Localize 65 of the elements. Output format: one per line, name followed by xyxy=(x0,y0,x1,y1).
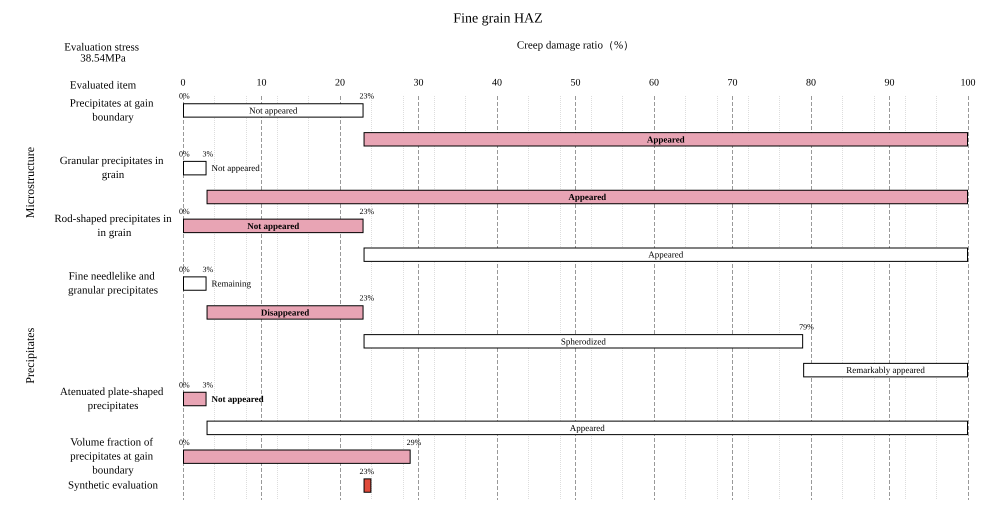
y-tick-label: Volume fraction of precipitates at gain boundary xyxy=(70,436,156,477)
y-axis-title: Evaluated item xyxy=(70,80,137,92)
annotation: 23% xyxy=(360,466,375,476)
data-label: Appeared xyxy=(646,134,685,144)
bar xyxy=(183,160,207,176)
bar xyxy=(803,362,968,378)
data-label: Not appeared xyxy=(212,394,264,404)
data-label: Appeared xyxy=(570,422,606,433)
x-tick-label: 30 xyxy=(414,78,424,88)
bar xyxy=(364,248,968,262)
x-tick-label: 100 xyxy=(960,78,976,88)
x-axis-title: Creep damage ratio（%） xyxy=(516,40,634,52)
data-label: Not appeared xyxy=(212,163,260,174)
y-tick-label: Atenuated plate-shaped precipitates xyxy=(60,386,166,412)
x-tick-label: 60 xyxy=(649,78,659,88)
annotation: 29% xyxy=(406,438,422,447)
bar xyxy=(206,190,968,204)
bar xyxy=(183,103,364,118)
data-label: Appeared xyxy=(568,192,606,202)
annotation: 0% xyxy=(179,264,190,274)
bar xyxy=(183,218,364,234)
annotation: 0% xyxy=(179,92,190,101)
bar xyxy=(183,392,207,406)
annotation: 79% xyxy=(799,322,814,332)
bar xyxy=(183,450,411,464)
text: Precipitates xyxy=(23,327,37,384)
bar xyxy=(206,305,364,320)
x-tick-label: 10 xyxy=(256,78,266,88)
bar xyxy=(183,276,207,291)
annotation: 23% xyxy=(360,294,375,303)
chart-title: Fine grain HAZ xyxy=(453,12,543,26)
data-label: Not appeared xyxy=(247,220,300,231)
y-tick-label: Rod-shaped precipitates in in grain xyxy=(54,212,172,239)
y-tick-label: Granular precipitates in grain xyxy=(60,155,166,182)
x-tick-label: 0 xyxy=(180,78,186,88)
bar xyxy=(364,334,804,348)
y-tick-label: Fine needlelike and granular precipitates xyxy=(68,270,158,297)
text: Microstructure xyxy=(23,146,37,218)
chart-subtitle: Evaluation stress 38.54MPa xyxy=(64,42,142,64)
y-tick-label: Precipitates at gain boundary xyxy=(70,97,156,124)
data-label: Not appeared xyxy=(249,105,298,116)
annotation: 23% xyxy=(360,207,375,216)
data-label: Disappeared xyxy=(260,307,310,318)
annotation: 0% xyxy=(179,380,190,390)
x-tick-label: 20 xyxy=(335,78,345,88)
annotation: 3% xyxy=(202,380,214,390)
data-label: Spherodized xyxy=(560,336,606,346)
x-tick-label: 80 xyxy=(806,78,816,88)
x-tick-label: 70 xyxy=(728,78,738,88)
data-label: Remaining xyxy=(212,278,252,289)
annotation: 0% xyxy=(179,207,190,216)
bar xyxy=(364,132,968,146)
x-tick-label: 90 xyxy=(884,78,894,88)
data-label: Appeared xyxy=(648,250,684,260)
annotation: 0% xyxy=(179,438,190,447)
x-tick-label: 40 xyxy=(492,78,502,88)
annotation: 23% xyxy=(360,92,375,101)
y-tick-label: Synthetic evaluation xyxy=(68,480,159,492)
bar xyxy=(206,420,968,436)
annotation: 3% xyxy=(202,264,214,274)
data-label: Remarkably appeared xyxy=(846,365,926,376)
bar xyxy=(364,478,372,493)
annotation: 3% xyxy=(202,149,214,158)
x-tick-label: 50 xyxy=(570,78,580,88)
annotation: 0% xyxy=(179,149,190,158)
